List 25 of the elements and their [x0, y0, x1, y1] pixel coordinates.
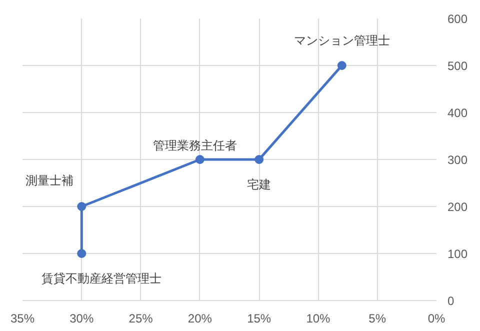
y-tick-label: 300: [448, 153, 468, 167]
annotation: 測量士補: [26, 174, 74, 188]
y-tick-label: 100: [448, 247, 468, 261]
annotation: 宅建: [247, 178, 272, 192]
y-tick-label: 600: [448, 12, 468, 26]
x-tick-label: 35%: [10, 312, 35, 326]
y-tick-label: 200: [448, 200, 468, 214]
point: [77, 202, 86, 211]
x-tick-label: 20%: [188, 312, 212, 326]
y-tick-label: 0: [448, 294, 454, 308]
annotation: 管理業務主任者: [152, 138, 237, 152]
point: [254, 155, 264, 164]
x-tick-label: 15%: [247, 312, 272, 326]
y-tick-label: 500: [448, 59, 468, 73]
point: [337, 61, 346, 70]
x-tick-label: 10%: [306, 312, 331, 326]
x-tick-label: 5%: [368, 312, 386, 326]
point: [77, 249, 86, 258]
x-tick-label: 0%: [428, 312, 446, 326]
x-tick-label: 25%: [128, 312, 154, 326]
annotation: マンション管理士: [294, 34, 390, 48]
point: [195, 155, 204, 164]
annotation: 賃貸不動産経営管理士: [42, 272, 162, 286]
x-tick-label: 30%: [70, 312, 94, 326]
y-tick-label: 400: [448, 106, 468, 120]
